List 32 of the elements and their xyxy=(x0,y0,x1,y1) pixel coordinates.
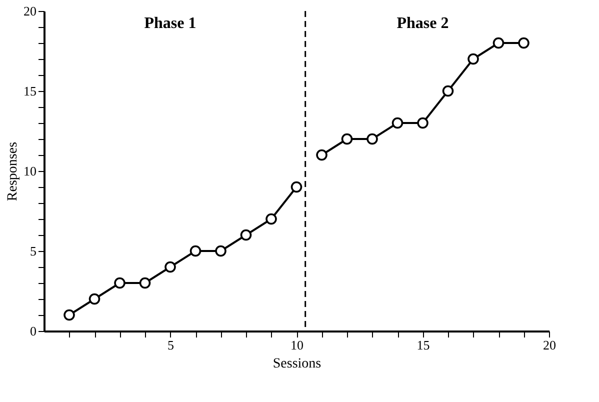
point xyxy=(341,133,353,145)
point xyxy=(88,293,100,305)
point xyxy=(240,229,252,241)
y-tick-label: 5 xyxy=(30,244,36,258)
point xyxy=(366,133,378,145)
point xyxy=(114,277,126,289)
point xyxy=(139,277,151,289)
point xyxy=(417,117,428,129)
point xyxy=(392,117,404,129)
point xyxy=(215,245,226,257)
x-tick-label: 15 xyxy=(416,338,430,352)
annotation: Phase 2 xyxy=(396,15,449,32)
x-tick-label: 5 xyxy=(168,338,174,352)
y-axis-title: Responses xyxy=(6,142,20,202)
x-axis-title: Sessions xyxy=(272,356,322,372)
point xyxy=(64,309,75,321)
y-tick-label: 20 xyxy=(24,4,36,18)
y-tick-label: 10 xyxy=(24,164,36,178)
annotation: Phase 1 xyxy=(144,15,196,32)
point xyxy=(266,213,277,225)
point xyxy=(316,149,328,161)
point xyxy=(518,37,530,49)
point xyxy=(190,245,202,257)
point xyxy=(442,85,454,97)
point xyxy=(164,261,176,273)
y-tick-label: 0 xyxy=(30,324,36,338)
point xyxy=(468,53,479,65)
point xyxy=(290,181,302,193)
y-tick-label: 15 xyxy=(24,84,36,98)
point xyxy=(492,37,504,49)
x-tick-label: 20 xyxy=(543,338,556,352)
x-tick-label: 10 xyxy=(290,338,304,352)
